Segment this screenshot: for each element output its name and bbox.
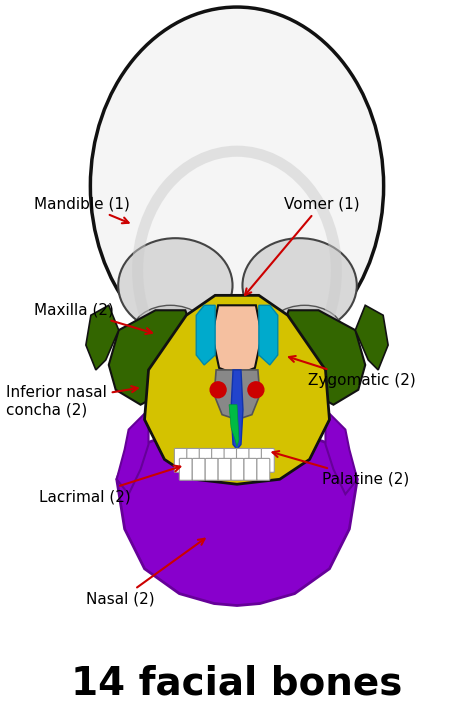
Text: Nasal (2): Nasal (2) — [86, 539, 205, 607]
Ellipse shape — [243, 238, 357, 333]
Polygon shape — [212, 305, 262, 375]
Polygon shape — [231, 370, 243, 449]
Text: Mandible (1): Mandible (1) — [35, 196, 130, 223]
Text: Maxilla (2): Maxilla (2) — [35, 302, 152, 334]
FancyBboxPatch shape — [249, 449, 262, 472]
FancyBboxPatch shape — [257, 459, 270, 480]
FancyBboxPatch shape — [244, 459, 257, 480]
FancyBboxPatch shape — [187, 449, 200, 472]
Polygon shape — [117, 429, 357, 606]
Polygon shape — [259, 305, 278, 365]
Polygon shape — [117, 410, 148, 494]
Ellipse shape — [265, 305, 345, 365]
Polygon shape — [356, 305, 388, 370]
FancyBboxPatch shape — [231, 459, 244, 480]
FancyBboxPatch shape — [218, 459, 231, 480]
FancyBboxPatch shape — [237, 449, 249, 472]
Text: Inferior nasal
concha (2): Inferior nasal concha (2) — [6, 385, 138, 417]
FancyBboxPatch shape — [199, 449, 212, 472]
Circle shape — [210, 382, 226, 397]
Text: Vomer (1): Vomer (1) — [245, 196, 360, 295]
FancyBboxPatch shape — [261, 449, 274, 472]
FancyBboxPatch shape — [174, 449, 187, 472]
FancyBboxPatch shape — [212, 449, 225, 472]
FancyBboxPatch shape — [192, 459, 205, 480]
FancyBboxPatch shape — [179, 459, 192, 480]
Ellipse shape — [131, 305, 210, 365]
FancyBboxPatch shape — [205, 459, 218, 480]
Polygon shape — [145, 295, 329, 484]
Polygon shape — [196, 305, 215, 365]
Polygon shape — [86, 305, 118, 370]
Circle shape — [248, 382, 264, 397]
Ellipse shape — [118, 238, 233, 333]
Polygon shape — [109, 310, 192, 405]
Text: Palatine (2): Palatine (2) — [273, 451, 409, 487]
Text: 14 facial bones: 14 facial bones — [71, 664, 403, 702]
Text: Zygomatic (2): Zygomatic (2) — [289, 356, 415, 387]
Ellipse shape — [91, 7, 383, 365]
Polygon shape — [229, 405, 239, 447]
Polygon shape — [282, 310, 365, 405]
Text: Lacrimal (2): Lacrimal (2) — [39, 466, 180, 504]
Polygon shape — [214, 370, 260, 419]
Polygon shape — [326, 410, 357, 494]
FancyBboxPatch shape — [224, 449, 237, 472]
